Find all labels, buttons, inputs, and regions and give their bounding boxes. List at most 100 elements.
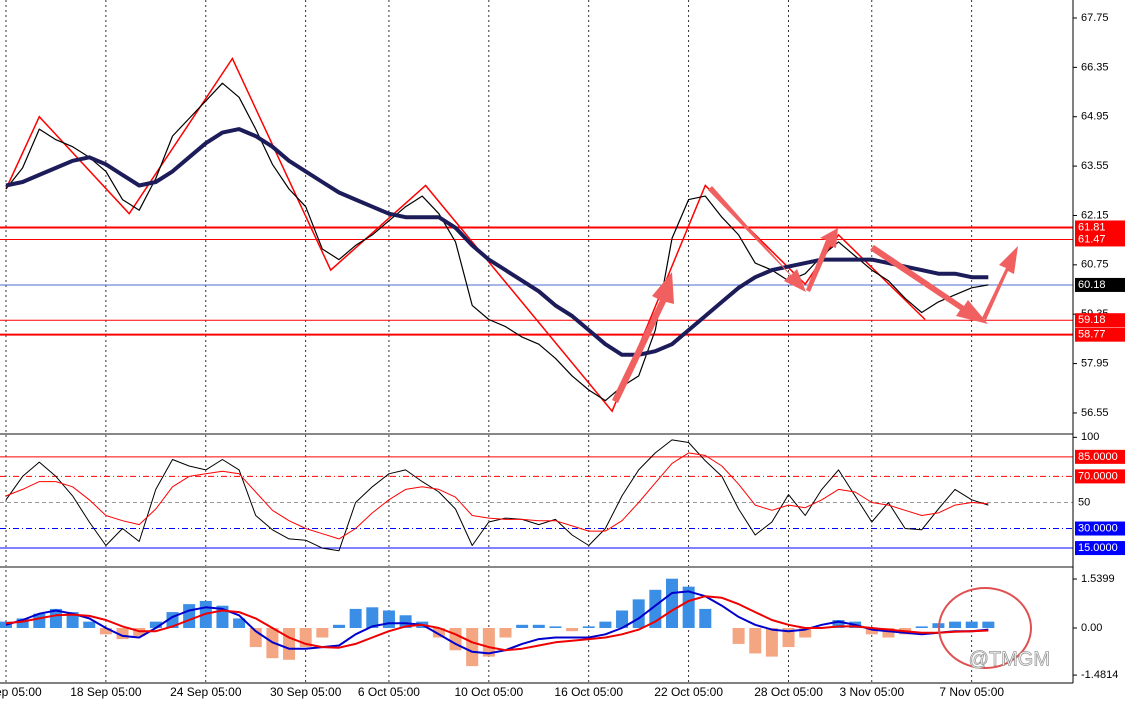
histogram-bar [799, 627, 812, 638]
histogram-bar [865, 627, 878, 635]
level-label-bg [1075, 469, 1125, 484]
histogram-bar [616, 610, 629, 628]
histogram-bar [499, 627, 512, 638]
x-tick-label: 6 Oct 05:00 [358, 685, 420, 699]
y-tick-label: 56.55 [1081, 407, 1109, 419]
arrow [806, 228, 838, 292]
axis-labels: 12 Sep 05:00 18 Sep 05:00 24 Sep 05:00 30 S… [0, 12, 1125, 699]
histogram-bar [349, 608, 362, 628]
arrows [612, 186, 1018, 403]
y-tick-label: 60.75 [1081, 259, 1109, 271]
x-tick-label: 10 Oct 05:00 [454, 685, 523, 699]
histogram-bar [632, 599, 645, 628]
histogram-bar [749, 627, 762, 654]
y-tick-label: 64.95 [1081, 111, 1109, 123]
histogram-bar [49, 608, 62, 628]
arrow [982, 246, 1018, 320]
histogram-bar [882, 627, 895, 638]
x-tick-label: 30 Sep 05:00 [270, 685, 342, 699]
histogram-bar [466, 627, 479, 667]
level-label-bg [1075, 449, 1125, 464]
arrow [708, 186, 806, 292]
x-tick-label: 28 Oct 05:00 [754, 685, 823, 699]
histogram-bar [116, 627, 129, 640]
histogram-bar [549, 626, 562, 628]
histogram-bar [532, 624, 545, 628]
histogram-bar [915, 626, 928, 628]
histogram-bar [0, 621, 12, 628]
level-label: 70.0000 [1078, 470, 1118, 482]
histogram-bar [149, 621, 162, 628]
level-label: 61.47 [1078, 233, 1106, 245]
x-tick-label: 24 Sep 05:00 [170, 685, 242, 699]
histogram-bar [949, 621, 962, 628]
x-tick-label: 16 Oct 05:00 [554, 685, 623, 699]
level-label-bg [1075, 327, 1125, 342]
x-tick-label: 12 Sep 05:00 [0, 685, 42, 699]
histogram-bar [16, 618, 29, 628]
histogram-bar [432, 627, 445, 638]
y-tick-label: 1.5399 [1081, 573, 1115, 585]
series-line [5, 127, 989, 357]
level-label: 30.0000 [1078, 522, 1118, 534]
level-label-bg [1075, 220, 1125, 235]
y-tick-label: 66.35 [1081, 61, 1109, 73]
x-tick-label: 18 Sep 05:00 [70, 685, 142, 699]
series-line [5, 590, 989, 655]
y-tick-label: 100 [1081, 431, 1099, 443]
histogram-bar [682, 586, 695, 628]
y-tick-label: -1.4814 [1081, 669, 1118, 681]
level-label-bg [1075, 313, 1125, 328]
arrow [870, 245, 988, 324]
histogram-bar [582, 626, 595, 628]
level-label: 50 [1078, 496, 1090, 508]
y-tick-label: 57.95 [1081, 357, 1109, 369]
histogram-bar [366, 607, 379, 628]
histogram-bar [666, 578, 678, 628]
histogram-bar [566, 627, 579, 632]
level-label: 61.81 [1078, 221, 1106, 233]
level-label: 58.77 [1078, 329, 1106, 341]
level-label-bg [1075, 232, 1125, 247]
y-tick-label: 63.55 [1081, 160, 1109, 172]
x-tick-label: 7 Nov 05:00 [939, 685, 1004, 699]
histogram-bar [83, 621, 96, 628]
level-label: 15.0000 [1078, 542, 1118, 554]
level-label-bg [1075, 277, 1125, 292]
histogram-bar [382, 610, 395, 628]
histogram-bar [233, 618, 246, 628]
histogram-bar [283, 627, 296, 660]
y-tick-label: 0.00 [1081, 622, 1102, 634]
series-line [5, 595, 989, 652]
histogram-bar [832, 620, 845, 628]
histogram-bar [99, 627, 112, 635]
series-line [5, 452, 989, 540]
watermark: @TMGM [969, 648, 1050, 670]
level-label-bg [1075, 521, 1125, 536]
histogram-bar [316, 627, 329, 638]
histogram-bar [965, 621, 978, 628]
highlight-circle [938, 587, 1032, 669]
histogram-bar [699, 608, 712, 628]
level-label-bg [1075, 541, 1125, 556]
histogram-bar [66, 612, 79, 628]
series-line [5, 439, 989, 552]
histogram-bar [399, 615, 412, 628]
y-tick-label: 67.75 [1081, 12, 1109, 24]
level-label: 59.18 [1078, 314, 1106, 326]
x-tick-label: 3 Nov 05:00 [839, 685, 904, 699]
plot [0, 56, 995, 667]
y-tick-label: 62.15 [1081, 209, 1109, 221]
x-tick-label: 22 Oct 05:00 [654, 685, 723, 699]
histogram-bar [333, 624, 345, 628]
histogram-bar [982, 621, 995, 628]
level-label: 85.0000 [1078, 451, 1118, 463]
level-label: 60.18 [1078, 279, 1106, 291]
histogram-bar [599, 621, 612, 628]
histogram-bar [482, 627, 495, 657]
histogram-bar [183, 604, 196, 628]
arrow [612, 272, 674, 403]
histogram-bar [732, 627, 745, 644]
histogram-bar [765, 627, 778, 657]
